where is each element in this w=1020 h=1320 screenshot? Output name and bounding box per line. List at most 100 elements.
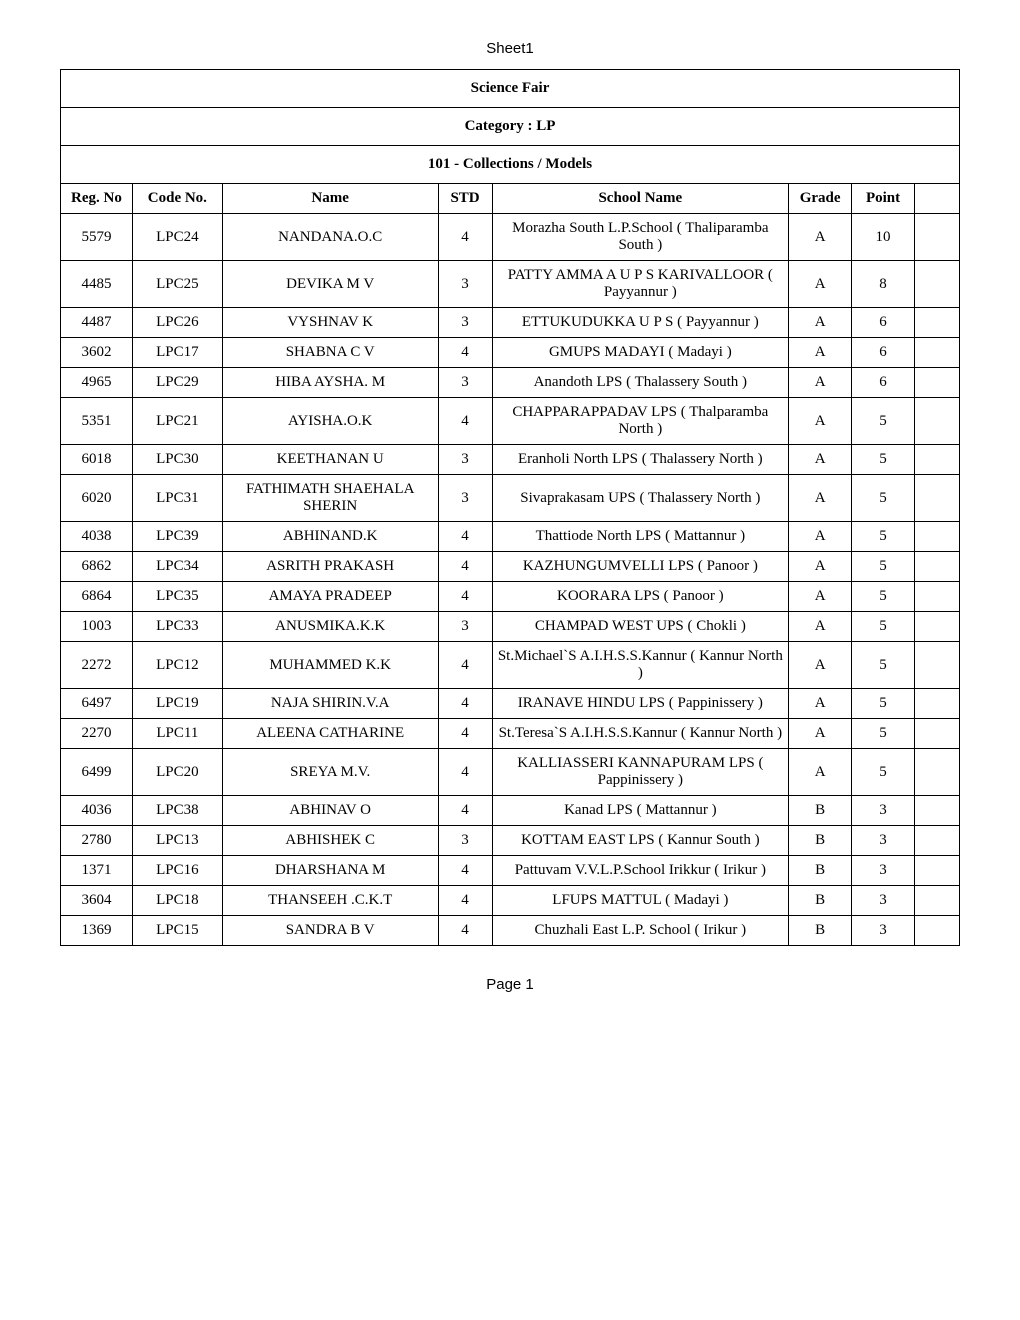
table-row: 4487LPC26VYSHNAV K3ETTUKUDUKKA U P S ( P… xyxy=(61,308,960,338)
cell-regno: 1371 xyxy=(61,856,133,886)
cell-name: AMAYA PRADEEP xyxy=(222,582,438,612)
category-label: Category : LP xyxy=(61,108,960,146)
cell-point: 5 xyxy=(852,398,915,445)
cell-grade: A xyxy=(789,719,852,749)
cell-name: SHABNA C V xyxy=(222,338,438,368)
cell-std: 4 xyxy=(438,398,492,445)
cell-extra xyxy=(915,445,960,475)
col-school: School Name xyxy=(492,184,789,214)
cell-point: 3 xyxy=(852,856,915,886)
cell-grade: A xyxy=(789,522,852,552)
cell-grade: B xyxy=(789,886,852,916)
cell-codeno: LPC21 xyxy=(132,398,222,445)
cell-std: 4 xyxy=(438,886,492,916)
cell-grade: A xyxy=(789,612,852,642)
cell-regno: 4965 xyxy=(61,368,133,398)
cell-grade: A xyxy=(789,689,852,719)
cell-school: LFUPS MATTUL ( Madayi ) xyxy=(492,886,789,916)
cell-point: 10 xyxy=(852,214,915,261)
cell-codeno: LPC29 xyxy=(132,368,222,398)
table-row: 5351LPC21AYISHA.O.K4CHAPPARAPPADAV LPS (… xyxy=(61,398,960,445)
cell-regno: 6864 xyxy=(61,582,133,612)
title-row: Science Fair xyxy=(61,70,960,108)
cell-codeno: LPC39 xyxy=(132,522,222,552)
cell-school: St.Teresa`S A.I.H.S.S.Kannur ( Kannur No… xyxy=(492,719,789,749)
event-row: 101 - Collections / Models xyxy=(61,146,960,184)
cell-codeno: LPC30 xyxy=(132,445,222,475)
cell-school: Kanad LPS ( Mattannur ) xyxy=(492,796,789,826)
cell-codeno: LPC26 xyxy=(132,308,222,338)
cell-school: KAZHUNGUMVELLI LPS ( Panoor ) xyxy=(492,552,789,582)
table-row: 4038LPC39ABHINAND.K4Thattiode North LPS … xyxy=(61,522,960,552)
fair-title: Science Fair xyxy=(61,70,960,108)
cell-name: ABHINAV O xyxy=(222,796,438,826)
table-row: 6864LPC35AMAYA PRADEEP4KOORARA LPS ( Pan… xyxy=(61,582,960,612)
cell-point: 5 xyxy=(852,582,915,612)
cell-std: 4 xyxy=(438,552,492,582)
cell-point: 6 xyxy=(852,308,915,338)
cell-name: SREYA M.V. xyxy=(222,749,438,796)
col-codeno: Code No. xyxy=(132,184,222,214)
cell-extra xyxy=(915,522,960,552)
cell-std: 4 xyxy=(438,796,492,826)
cell-point: 5 xyxy=(852,552,915,582)
cell-name: SANDRA B V xyxy=(222,916,438,946)
cell-regno: 2270 xyxy=(61,719,133,749)
cell-codeno: LPC31 xyxy=(132,475,222,522)
cell-name: DHARSHANA M xyxy=(222,856,438,886)
cell-name: MUHAMMED K.K xyxy=(222,642,438,689)
cell-regno: 4036 xyxy=(61,796,133,826)
cell-grade: A xyxy=(789,582,852,612)
table-body: 5579LPC24NANDANA.O.C4Morazha South L.P.S… xyxy=(61,214,960,946)
cell-std: 3 xyxy=(438,261,492,308)
cell-regno: 2780 xyxy=(61,826,133,856)
table-row: 6862LPC34ASRITH PRAKASH4KAZHUNGUMVELLI L… xyxy=(61,552,960,582)
cell-std: 4 xyxy=(438,856,492,886)
cell-point: 5 xyxy=(852,719,915,749)
cell-grade: A xyxy=(789,368,852,398)
cell-school: CHAMPAD WEST UPS ( Chokli ) xyxy=(492,612,789,642)
col-name: Name xyxy=(222,184,438,214)
cell-extra xyxy=(915,916,960,946)
cell-name: VYSHNAV K xyxy=(222,308,438,338)
cell-std: 3 xyxy=(438,475,492,522)
cell-codeno: LPC13 xyxy=(132,826,222,856)
cell-point: 5 xyxy=(852,612,915,642)
cell-std: 3 xyxy=(438,826,492,856)
cell-school: KALLIASSERI KANNAPURAM LPS ( Pappinisser… xyxy=(492,749,789,796)
table-row: 1371LPC16DHARSHANA M4Pattuvam V.V.L.P.Sc… xyxy=(61,856,960,886)
cell-std: 3 xyxy=(438,368,492,398)
cell-extra xyxy=(915,308,960,338)
cell-point: 6 xyxy=(852,338,915,368)
cell-std: 4 xyxy=(438,642,492,689)
col-regno: Reg. No xyxy=(61,184,133,214)
cell-name: FATHIMATH SHAEHALA SHERIN xyxy=(222,475,438,522)
cell-extra xyxy=(915,214,960,261)
cell-extra xyxy=(915,338,960,368)
cell-regno: 2272 xyxy=(61,642,133,689)
col-std: STD xyxy=(438,184,492,214)
cell-name: ABHISHEK C xyxy=(222,826,438,856)
table-row: 6020LPC31FATHIMATH SHAEHALA SHERIN3Sivap… xyxy=(61,475,960,522)
cell-extra xyxy=(915,826,960,856)
cell-grade: A xyxy=(789,398,852,445)
cell-grade: A xyxy=(789,475,852,522)
cell-school: Sivaprakasam UPS ( Thalassery North ) xyxy=(492,475,789,522)
cell-codeno: LPC33 xyxy=(132,612,222,642)
cell-regno: 4487 xyxy=(61,308,133,338)
cell-grade: A xyxy=(789,552,852,582)
cell-grade: B xyxy=(789,796,852,826)
cell-point: 5 xyxy=(852,445,915,475)
event-label: 101 - Collections / Models xyxy=(61,146,960,184)
table-row: 1369LPC15SANDRA B V4Chuzhali East L.P. S… xyxy=(61,916,960,946)
cell-point: 3 xyxy=(852,826,915,856)
cell-grade: A xyxy=(789,214,852,261)
cell-codeno: LPC35 xyxy=(132,582,222,612)
cell-name: NANDANA.O.C xyxy=(222,214,438,261)
cell-extra xyxy=(915,475,960,522)
cell-std: 4 xyxy=(438,338,492,368)
cell-std: 3 xyxy=(438,308,492,338)
cell-extra xyxy=(915,796,960,826)
cell-point: 6 xyxy=(852,368,915,398)
cell-name: NAJA SHIRIN.V.A xyxy=(222,689,438,719)
